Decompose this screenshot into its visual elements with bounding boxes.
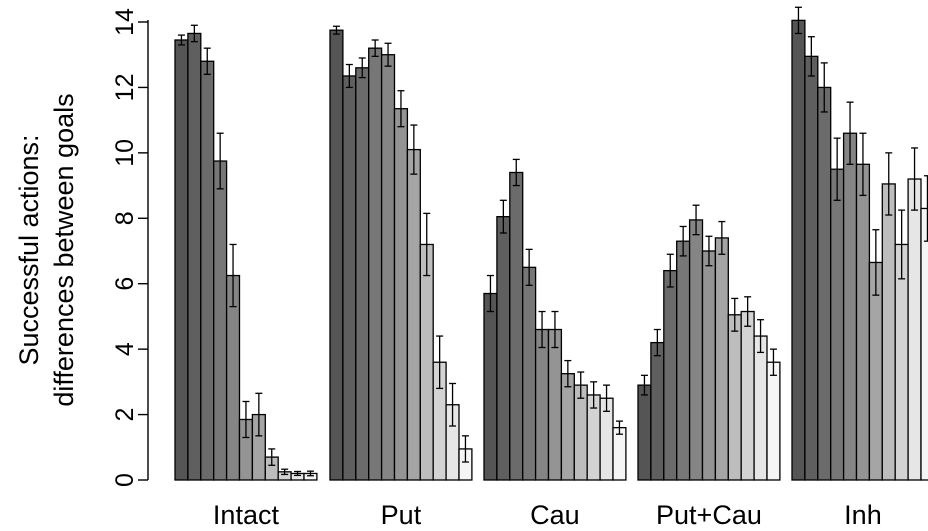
bar <box>174 39 189 481</box>
bar-group <box>174 24 318 481</box>
bar <box>727 314 742 481</box>
bar <box>830 168 845 481</box>
bar <box>355 67 370 481</box>
bar <box>187 32 202 481</box>
bar <box>894 243 909 481</box>
bar <box>817 86 832 481</box>
bar <box>753 335 768 481</box>
bars <box>174 6 928 481</box>
bar <box>663 269 678 481</box>
bar <box>842 132 858 481</box>
bar <box>650 341 665 481</box>
bar <box>393 108 409 481</box>
bar-group <box>791 6 928 481</box>
y-tick-label: 12 <box>111 74 139 102</box>
bar <box>740 310 755 481</box>
bar <box>483 292 498 481</box>
bar-group <box>329 25 473 481</box>
bar <box>547 328 563 481</box>
bar <box>701 250 717 481</box>
bar <box>676 240 691 481</box>
bar <box>688 219 704 481</box>
group-label: Put+Cau <box>656 500 762 530</box>
bar <box>419 243 434 481</box>
bar <box>496 215 511 481</box>
bar <box>573 384 588 481</box>
bar <box>534 328 550 481</box>
bar <box>509 171 524 481</box>
x-axis-labels: Intact Put Cau Put+Cau Inh <box>213 500 882 530</box>
y-axis-label-line-2: differences between goals <box>49 93 79 406</box>
bar <box>329 29 344 481</box>
bar <box>380 54 396 481</box>
bar <box>714 237 729 481</box>
bar <box>342 75 357 481</box>
y-tick-label: 10 <box>111 139 139 167</box>
bar <box>637 384 652 481</box>
bar <box>766 361 781 481</box>
y-tick-label: 14 <box>111 8 139 36</box>
group-label: Put <box>381 500 422 530</box>
bar <box>368 47 383 481</box>
bar <box>560 373 575 481</box>
y-axis-label-line-1: Successful actions: <box>14 134 44 365</box>
bar <box>881 183 896 481</box>
bar <box>804 55 819 481</box>
y-tick-label: 6 <box>111 277 139 291</box>
y-tick-label: 8 <box>111 211 139 225</box>
bar <box>522 266 537 481</box>
bar <box>200 60 215 481</box>
y-tick-label: 0 <box>111 473 139 487</box>
bar-group <box>483 158 627 481</box>
bar <box>213 160 228 481</box>
bar <box>907 178 922 481</box>
bar <box>791 19 806 481</box>
bar <box>855 163 871 481</box>
group-label: Inh <box>844 500 882 530</box>
bar <box>920 207 928 481</box>
y-tick-label: 4 <box>111 342 139 356</box>
bar-group <box>637 204 781 481</box>
group-label: Intact <box>213 500 280 530</box>
y-tick-label: 2 <box>111 408 139 422</box>
bar <box>406 148 421 481</box>
group-label: Cau <box>530 500 580 530</box>
y-axis-label: Successful actions: differences between … <box>14 93 79 406</box>
bar <box>612 427 627 481</box>
y-ticks: 0 2 4 6 8 10 12 14 <box>111 8 148 487</box>
